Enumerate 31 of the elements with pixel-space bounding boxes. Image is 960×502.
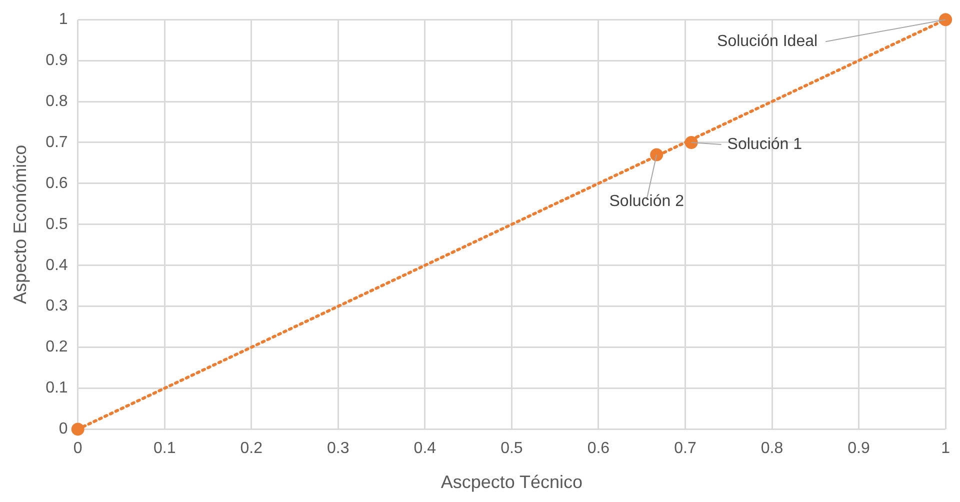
x-tick-label: 0.7 [674, 440, 696, 458]
y-tick-label: 0.5 [46, 216, 68, 233]
point [939, 13, 952, 26]
annotation: Solución 1 [727, 136, 802, 153]
y-tick-label: 0.6 [46, 174, 68, 192]
y-tick-label: 0.7 [46, 134, 68, 151]
y-tick-label: 0 [58, 420, 68, 438]
x-tick-label: 0.9 [848, 440, 870, 458]
x-tick-label: 0.3 [327, 440, 350, 458]
y-tick-label: 0.8 [46, 92, 68, 110]
x-tick-label: 0 [73, 440, 82, 458]
y-tick-label: 0.2 [46, 338, 68, 356]
y-tick-label: 0.9 [46, 52, 68, 69]
x-tick-label: 1 [941, 440, 950, 458]
point [684, 136, 698, 149]
y-tick-label: 0.1 [46, 380, 68, 397]
y-tick-label: 0.3 [46, 298, 68, 315]
annotation: Solución 2 [609, 193, 684, 210]
point [650, 148, 664, 162]
x-tick-label: 0.2 [240, 440, 263, 458]
y-tick-label: 0.4 [46, 256, 68, 274]
annotation: Solución Ideal [717, 33, 818, 50]
y-tick-label: 1 [58, 11, 68, 28]
x-tick-label: 0.4 [414, 440, 436, 458]
point [71, 422, 84, 436]
x-axis-title: Ascpecto Técnico [440, 472, 583, 492]
x-tick-label: 0.6 [587, 440, 610, 458]
x-tick-label: 0.5 [500, 440, 523, 458]
x-tick-label: 0.8 [760, 440, 784, 458]
x-tick-label: 0.1 [153, 440, 176, 458]
y-axis-title: Aspecto Económico [10, 144, 30, 304]
